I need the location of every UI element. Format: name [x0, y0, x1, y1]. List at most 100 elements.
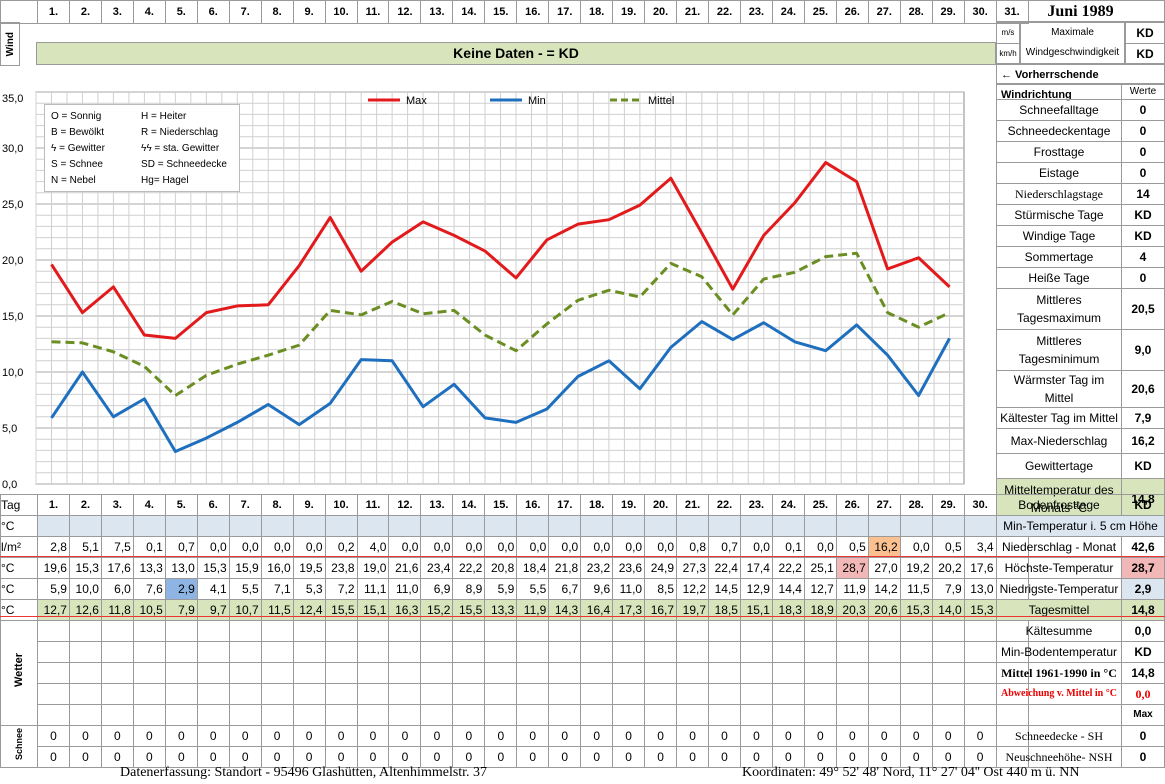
weather-cell [452, 662, 486, 684]
table-cell: 6,0 [100, 578, 134, 600]
stat-row: Gewittertage KD [996, 453, 1165, 479]
day-header-18: 18. [580, 494, 614, 516]
weather-cell [516, 641, 550, 663]
stat-row: Wärmster Tag im Mittel 20,6 [996, 370, 1165, 408]
table-cell: 22,2 [452, 557, 486, 579]
table-cell [388, 515, 422, 537]
summary-label: Mittel 1961-1990 in °C [996, 662, 1122, 684]
weather-cell [580, 704, 614, 726]
table-cell: 0,0 [739, 536, 773, 558]
snow-cell: 0 [68, 746, 102, 768]
weather-cell [228, 620, 262, 642]
table-row: °C 5,9 10,0 6,0 7,6 2,9 4,1 5,5 7,1 5,3 7,2 11,1 11,… [0, 578, 1029, 600]
weather-cell [548, 641, 582, 663]
weather-cell [708, 704, 741, 726]
day-header-14: 14. [452, 0, 486, 24]
weather-cell [228, 641, 262, 663]
table-cell: 18,4 [516, 557, 550, 579]
stat-label: Heiße Tage [996, 267, 1122, 289]
table-cell: 23,4 [420, 557, 454, 579]
day-header-13: 13. [420, 0, 454, 24]
weather-cell [164, 704, 198, 726]
weather-cell [580, 662, 614, 684]
y-tick-label: 30,0 [2, 143, 23, 155]
snow-cell: 0 [260, 746, 294, 768]
day-header-25: 25. [803, 0, 837, 24]
werte-spacer [996, 84, 1122, 100]
weather-cell [37, 620, 70, 642]
table-cell: 15,1 [739, 599, 773, 621]
weather-cell [644, 641, 678, 663]
weather-cell [771, 662, 805, 684]
table-cell: 0,0 [803, 536, 837, 558]
day-header-27: 27. [867, 494, 901, 516]
weather-cell [292, 641, 326, 663]
stat-row: Heiße Tage 0 [996, 267, 1165, 289]
weather-cell [867, 662, 901, 684]
weather-cell [899, 620, 933, 642]
weather-cell [963, 662, 997, 684]
table-cell: 28,7 [835, 557, 869, 579]
red-accent-line [0, 616, 1165, 617]
day-header-3: 3. [100, 494, 134, 516]
table-cell: 27,3 [676, 557, 710, 579]
stat-row: Kältester Tag im Mittel 7,9 [996, 407, 1165, 429]
weather-cell [548, 704, 582, 726]
weather-cell [164, 641, 198, 663]
day-header-27: 27. [867, 0, 901, 24]
table-cell: 15,3 [196, 557, 230, 579]
summary-row: Niedrigste-Temperatur 2,9 [996, 578, 1165, 600]
day-header-10: 10. [324, 0, 358, 24]
summary-value: 14,8 [1121, 599, 1165, 621]
table-cell [68, 515, 102, 537]
weather-cell [516, 704, 550, 726]
weather-cell [260, 662, 294, 684]
table-cell: 0,5 [835, 536, 869, 558]
summary-label: Min-Bodentemperatur [996, 641, 1122, 663]
weather-cell [899, 641, 933, 663]
legend-box-entry: ϟϟ = sta. Gewitter [141, 143, 220, 154]
table-cell [931, 515, 965, 537]
weather-cell [100, 683, 134, 705]
summary-value: 0,0 [1121, 620, 1165, 642]
weather-cell [196, 683, 230, 705]
series-line-mittel [51, 251, 951, 398]
weather-cell [292, 662, 326, 684]
summary-label: Min-Temperatur i. 5 cm Höhe [996, 515, 1165, 537]
table-cell: 0,0 [612, 536, 646, 558]
row-unit: °C [0, 599, 38, 621]
table-cell: 4,0 [356, 536, 390, 558]
weather-cell [963, 620, 997, 642]
table-cell: 7,2 [324, 578, 358, 600]
table-cell: 11,1 [356, 578, 390, 600]
weather-cell [835, 620, 869, 642]
table-cell: 15,2 [420, 599, 454, 621]
table-cell: 0,0 [548, 536, 582, 558]
table-cell: 5,3 [292, 578, 326, 600]
summary-row: Neuschneehöhe- NSH 0 [996, 746, 1165, 768]
day-header-9: 9. [292, 494, 326, 516]
snow-cell: 0 [644, 725, 678, 747]
day-header-1: 1. [37, 494, 70, 516]
weather-cell [260, 641, 294, 663]
day-header-20: 20. [644, 0, 678, 24]
weather-cell [100, 641, 134, 663]
day-header-11: 11. [356, 0, 390, 24]
day-header-28: 28. [899, 494, 933, 516]
stat-row: Windige Tage KD [996, 225, 1165, 247]
stat-label: Mittleres Tagesminimum [996, 329, 1122, 371]
tag-label: Tag [0, 494, 38, 516]
day-header-17: 17. [548, 0, 582, 24]
weather-cell [420, 683, 454, 705]
weather-cell [899, 662, 933, 684]
weather-cell [452, 704, 486, 726]
table-cell [37, 515, 70, 537]
weather-cell [867, 641, 901, 663]
day-header-30: 30. [963, 494, 997, 516]
table-cell: 19,5 [292, 557, 326, 579]
table-cell: 15,9 [228, 557, 262, 579]
table-cell: 0,0 [228, 536, 262, 558]
weather-cell [931, 641, 965, 663]
series-line-max [50, 161, 951, 340]
table-cell: 14,2 [867, 578, 901, 600]
